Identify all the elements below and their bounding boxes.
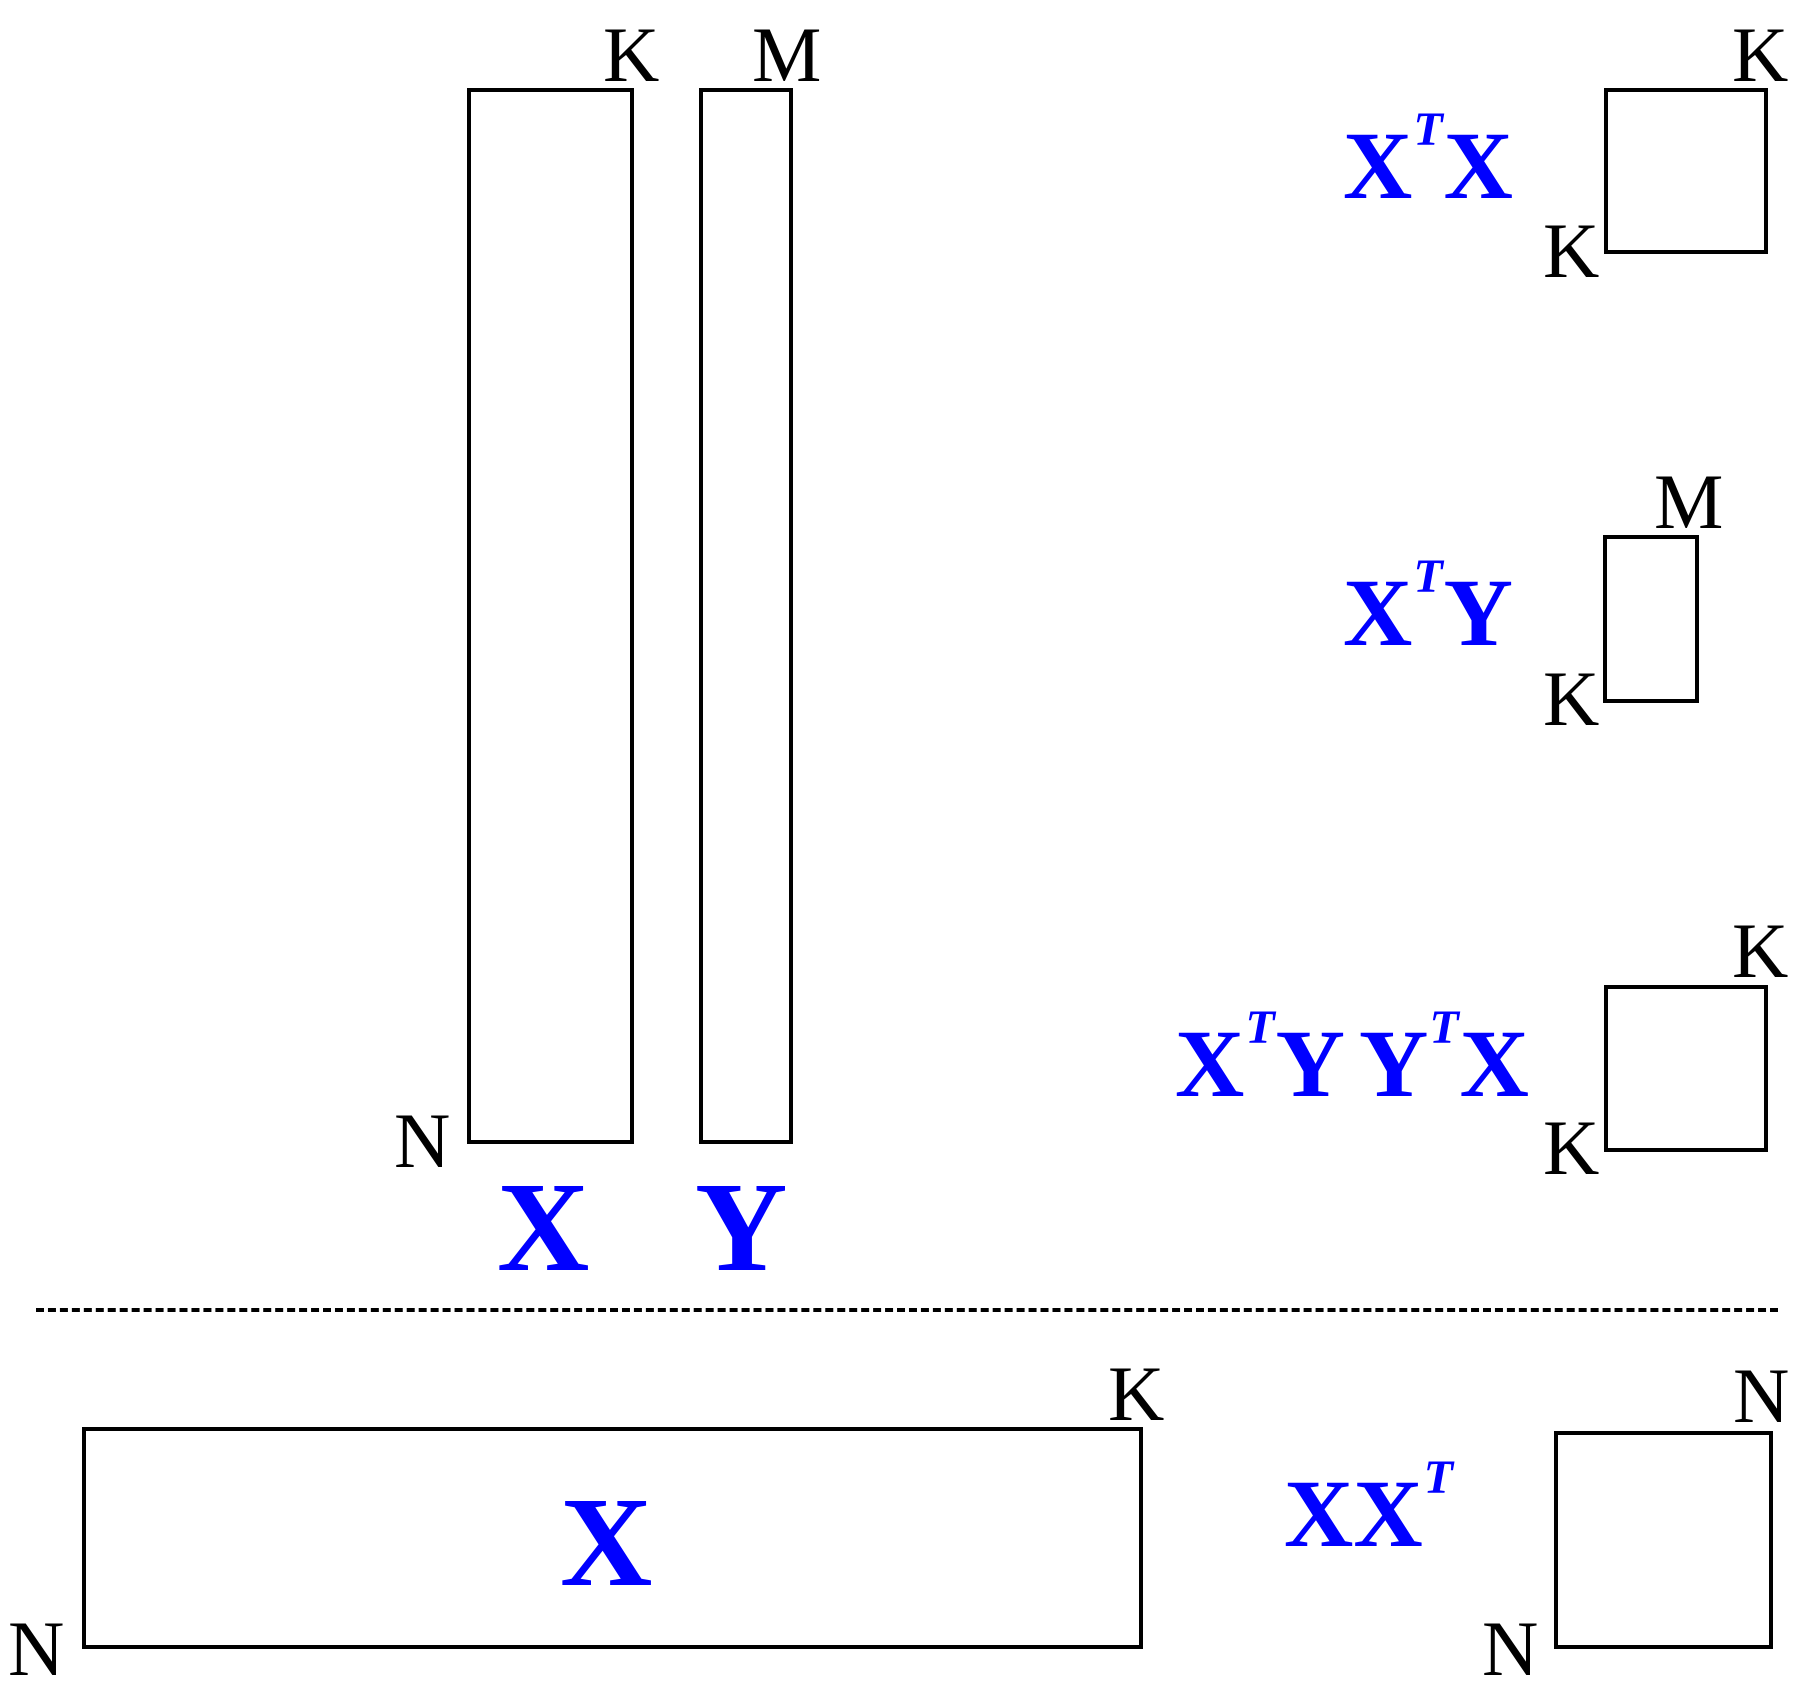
x-wide-matrix-box bbox=[82, 1427, 1143, 1649]
x-tall-matrix-box bbox=[467, 88, 634, 1144]
xtx-cols-label: K bbox=[1732, 11, 1789, 98]
x-wide-cols-label: K bbox=[1108, 1350, 1165, 1437]
xtyytx-cols-label: K bbox=[1732, 907, 1789, 994]
x-tall-cols-label: K bbox=[603, 11, 660, 98]
xtyytx-a: X bbox=[1175, 1010, 1245, 1117]
xty-matrix-box bbox=[1603, 535, 1699, 703]
x-wide-name: X bbox=[560, 1471, 653, 1613]
xtx-tail: X bbox=[1443, 112, 1513, 219]
x-tall-name: X bbox=[497, 1156, 590, 1298]
x-wide-rows-label: N bbox=[8, 1605, 65, 1692]
xxt-transpose-mark: T bbox=[1423, 1451, 1453, 1505]
xtyytx-rows-label: K bbox=[1543, 1104, 1600, 1191]
xtyytx-transpose-mark-1: T bbox=[1245, 1001, 1275, 1055]
xtyytx-label: XTY YTX bbox=[1175, 1004, 1529, 1112]
xtyytx-transpose-mark-2: T bbox=[1429, 1001, 1459, 1055]
dashed-divider bbox=[36, 1308, 1778, 1312]
xxt-cols-label: N bbox=[1733, 1352, 1790, 1439]
xtx-transpose-mark: T bbox=[1413, 103, 1443, 157]
xty-rows-label: K bbox=[1543, 655, 1600, 742]
xty-base: X bbox=[1343, 559, 1413, 666]
xtyytx-b: Y bbox=[1275, 1010, 1345, 1117]
x-tall-rows-label: N bbox=[394, 1097, 451, 1184]
y-tall-cols-label: M bbox=[752, 11, 822, 98]
xtyytx-d: X bbox=[1459, 1010, 1529, 1117]
xtyytx-c: Y bbox=[1358, 1010, 1429, 1117]
xty-cols-label: M bbox=[1654, 458, 1724, 545]
xxt-matrix-box bbox=[1554, 1431, 1773, 1649]
y-tall-matrix-box bbox=[699, 88, 793, 1144]
xty-transpose-mark: T bbox=[1413, 550, 1443, 604]
xxt-base: XX bbox=[1284, 1460, 1423, 1567]
xtx-label: XTX bbox=[1343, 106, 1513, 214]
y-tall-name: Y bbox=[695, 1156, 788, 1298]
xty-tail: Y bbox=[1443, 559, 1513, 666]
xxt-label: XXT bbox=[1284, 1454, 1454, 1562]
xtyytx-matrix-box bbox=[1604, 985, 1768, 1152]
xxt-rows-label: N bbox=[1482, 1605, 1539, 1692]
xtx-rows-label: K bbox=[1543, 207, 1600, 294]
xtx-base: X bbox=[1343, 112, 1413, 219]
xtx-matrix-box bbox=[1604, 88, 1768, 254]
xty-label: XTY bbox=[1343, 553, 1513, 661]
